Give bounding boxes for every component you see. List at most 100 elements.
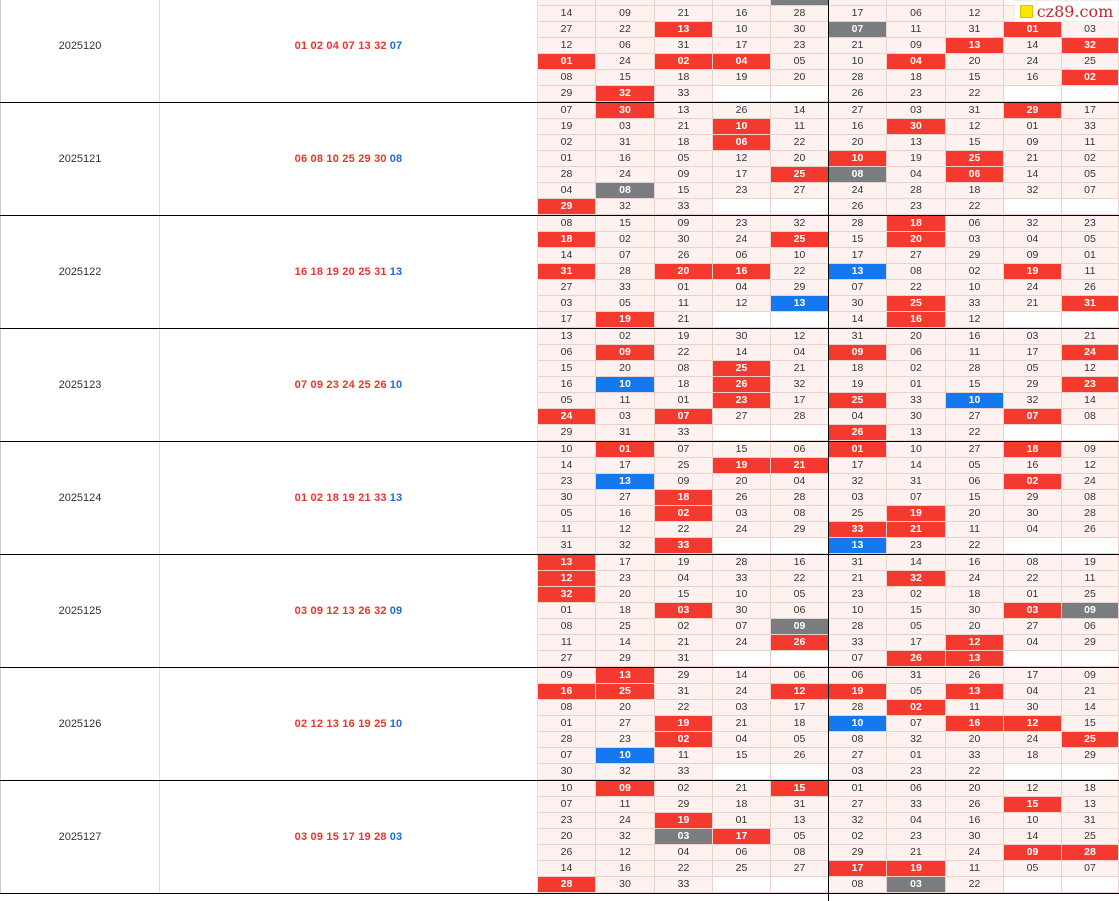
grid-cell: 33 (655, 199, 713, 215)
grid-cell: 24 (1004, 54, 1062, 70)
grid-cell: 32 (596, 829, 655, 845)
grid-cell: 27 (596, 490, 655, 506)
period-block: 2025122 16 18 19 20 25 31 13 08 15 09 23 32 28 18… (0, 216, 1119, 329)
grid-cell: 23 (771, 38, 829, 54)
grid-cell: 05 (771, 587, 829, 603)
grid-cell: 15 (713, 442, 771, 458)
grid-cell: 21 (655, 635, 713, 651)
grid-cell: 30 (1004, 506, 1062, 522)
hit-cell: 09 (1004, 845, 1062, 861)
grid-cell: 09 (1004, 248, 1062, 264)
grid-cell: 30 (538, 764, 596, 780)
grid-cell: 29 (538, 86, 596, 102)
grid-cell: 06 (713, 248, 771, 264)
grid-cell: 04 (887, 813, 946, 829)
blue-hit-cell: 10 (596, 377, 655, 393)
grid-cell: 23 (887, 829, 946, 845)
grid-cell: 28 (713, 555, 771, 571)
grid-cell: 28 (829, 70, 887, 86)
grid-cell: 24 (713, 684, 771, 700)
grid-cell: 01 (1004, 587, 1062, 603)
grid-cell: 16 (946, 813, 1004, 829)
grid-cell: 28 (771, 6, 829, 22)
grid-cell: 22 (946, 425, 1004, 441)
grid-cell: 18 (655, 135, 713, 151)
grid-cell: 28 (771, 409, 829, 425)
grid-cell: 31 (887, 668, 946, 684)
grid-cell: 01 (887, 377, 946, 393)
grid-cell (1004, 877, 1062, 893)
grid-cell (771, 877, 829, 893)
grid-cell: 27 (538, 651, 596, 667)
grid-cell: 26 (946, 668, 1004, 684)
grid-cell: 22 (655, 522, 713, 538)
grid-cell: 21 (1004, 296, 1062, 312)
grid-cell: 14 (1004, 829, 1062, 845)
grid-cell: 02 (596, 329, 655, 345)
grid-cell: 11 (1062, 264, 1119, 280)
grid-cell: 23 (829, 587, 887, 603)
grid-cell: 33 (829, 635, 887, 651)
grid-cell: 09 (538, 668, 596, 684)
grid-cell: 11 (946, 522, 1004, 538)
grid-cell: 05 (538, 506, 596, 522)
grid-cell: 12 (1062, 361, 1119, 377)
grid-cell: 28 (771, 490, 829, 506)
hit-cell: 19 (887, 506, 946, 522)
grid-cell: 12 (771, 329, 829, 345)
hit-cell: 03 (655, 603, 713, 619)
grid-cell (771, 764, 829, 780)
grid-cell: 30 (538, 490, 596, 506)
grid-cell: 01 (713, 813, 771, 829)
grid-cell: 14 (713, 345, 771, 361)
site-logo[interactable]: cz89.com (1014, 0, 1119, 22)
hit-cell: 13 (946, 651, 1004, 667)
grid-cell: 04 (1004, 635, 1062, 651)
grid-cell: 33 (887, 393, 946, 409)
grid-cell: 21 (771, 361, 829, 377)
grid-cell: 23 (713, 183, 771, 199)
grid-cell: 17 (1004, 668, 1062, 684)
grid-cell: 10 (887, 442, 946, 458)
grid-cell: 22 (655, 345, 713, 361)
grid-cell: 24 (713, 232, 771, 248)
grid-cell: 01 (887, 748, 946, 764)
issue-number: 2025123 (0, 329, 160, 441)
hit-cell: 26 (771, 635, 829, 651)
grid-cell: 29 (655, 797, 713, 813)
grid-cell: 15 (946, 135, 1004, 151)
grid-cell: 18 (771, 716, 829, 732)
grid-cell: 19 (829, 377, 887, 393)
grid-cell: 21 (1062, 684, 1119, 700)
grid-cell: 09 (1062, 442, 1119, 458)
grid-cell: 32 (771, 216, 829, 232)
grid-cell: 06 (596, 38, 655, 54)
grid-cell: 22 (946, 199, 1004, 215)
grid-cell: 31 (655, 651, 713, 667)
grid-cell: 18 (1004, 748, 1062, 764)
hit-cell: 03 (1004, 603, 1062, 619)
grid-cell: 15 (946, 70, 1004, 86)
hit-cell: 31 (1062, 296, 1119, 312)
grid-cell (713, 764, 771, 780)
grid-cell: 14 (1062, 700, 1119, 716)
grid-cell: 11 (771, 119, 829, 135)
logo-text: cz89.com (1036, 1, 1114, 21)
grid-cell: 18 (713, 797, 771, 813)
grid-cell: 26 (713, 103, 771, 119)
grid-cell: 28 (1062, 506, 1119, 522)
grid-cell (713, 312, 771, 328)
grid-cell: 21 (887, 845, 946, 861)
hit-cell: 25 (946, 151, 1004, 167)
grid-cell: 12 (946, 6, 1004, 22)
hit-cell: 04 (713, 54, 771, 70)
grid-cell: 10 (713, 22, 771, 38)
repeat-cell: 03 (655, 829, 713, 845)
grid-cell: 04 (887, 167, 946, 183)
hit-cell: 20 (887, 232, 946, 248)
grid-cell (713, 199, 771, 215)
issue-number: 2025124 (0, 442, 160, 554)
grid-cell: 02 (829, 829, 887, 845)
grid-cell: 08 (538, 216, 596, 232)
grid-cell: 17 (887, 635, 946, 651)
